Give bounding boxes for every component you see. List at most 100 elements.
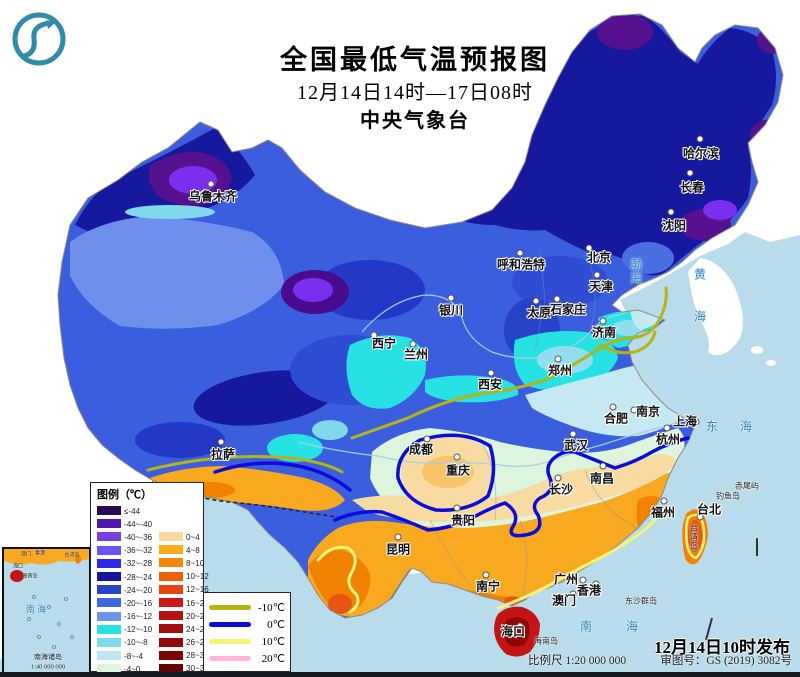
city-dot <box>609 403 617 411</box>
legend-range-label: -24~-20 <box>124 584 153 595</box>
city-dot <box>599 317 607 325</box>
city-label: 武汉 <box>563 438 589 453</box>
legend-row: -20~-16 <box>97 596 154 609</box>
city-dot <box>692 418 700 426</box>
city-dot <box>569 430 577 438</box>
city-label: 合肥 <box>603 411 629 426</box>
legend-row: -10~-8 <box>97 636 154 649</box>
city-dot <box>585 244 593 252</box>
city-dot <box>217 438 225 446</box>
island-label: 赤尾屿 <box>735 481 759 491</box>
city-dot <box>516 622 524 630</box>
legend-color-swatch <box>97 637 121 647</box>
island-label: 东沙群岛 <box>625 596 657 606</box>
isoline-sample <box>209 639 251 644</box>
china-border <box>57 13 784 619</box>
city-dot <box>630 406 638 414</box>
island-label: 钓鱼岛 <box>716 491 740 501</box>
legend-warm-column: 0~4 4~8 8~10 10~12 12~16 16~20 20~24 24~26 26~28… <box>158 530 210 675</box>
legend-color-swatch <box>97 664 121 674</box>
sea-name-label: 东海 <box>705 419 775 434</box>
inset-label: 海南岛 <box>22 574 38 580</box>
legend-color-swatch <box>158 624 183 634</box>
city-label: 台北 <box>696 502 722 517</box>
city-dot <box>554 474 562 482</box>
legend-range-label: 4~8 <box>185 545 200 555</box>
temperature-legend: 图例（℃） ≤-44 -44~-40 -40~-36 -36~-32 -32~-28 -2… <box>90 482 208 675</box>
legend-range-label: -4~0 <box>124 664 141 674</box>
legend-range-label: -32~-28 <box>124 558 153 569</box>
legend-range-label: 28~30 <box>185 650 209 661</box>
city-dot <box>423 435 431 443</box>
isoline-legend-row: 20℃ <box>209 650 285 667</box>
inset-label: 澳门 <box>20 552 32 558</box>
city-label: 郑州 <box>547 363 573 378</box>
city-dot <box>532 297 540 305</box>
legend-range-label: 10~12 <box>185 571 209 581</box>
legend-row: 26~28 <box>158 636 210 649</box>
legend-row: 20~24 <box>158 609 210 622</box>
city-dot <box>394 533 402 541</box>
agency-name: 中央气象台 <box>360 109 470 132</box>
legend-range-label: -12~-10 <box>124 624 153 635</box>
legend-row: 10~12 <box>158 570 210 583</box>
island <box>766 360 776 366</box>
city-label: 香港 <box>576 583 602 598</box>
city-dot <box>487 369 495 377</box>
city-dot <box>660 497 668 505</box>
city-label: 贵阳 <box>450 513 476 528</box>
legend-row: ≤-44 <box>97 504 154 517</box>
city-dot <box>579 576 587 584</box>
island <box>751 346 763 354</box>
city-label: 北京 <box>586 250 612 265</box>
legend-row: 16~20 <box>158 596 210 609</box>
isoline-label: 10℃ <box>261 636 285 648</box>
sea-name-label: 渤海 <box>628 258 643 286</box>
korea-landmass <box>688 258 743 356</box>
city-dot <box>592 580 600 588</box>
city-label: 银川 <box>438 303 464 318</box>
legend-range-label: ≤-44 <box>124 505 141 516</box>
city-dot <box>370 331 378 339</box>
city-label: 太原 <box>526 305 552 320</box>
city-dot <box>696 135 704 143</box>
legend-color-swatch <box>97 572 121 582</box>
legend-range-label: 16~20 <box>185 597 209 608</box>
legend-row: 0~4 <box>158 530 210 543</box>
legend-row: 28~30 <box>158 649 210 662</box>
isoline-sample <box>209 605 251 610</box>
legend-row: -8~-4 <box>97 649 154 662</box>
scale-text: 比例尺 1:20 000 000 <box>528 655 627 667</box>
legend-color-swatch <box>97 651 121 661</box>
island-label: 台湾岛 <box>689 523 699 551</box>
legend-color-swatch <box>158 558 183 568</box>
legend-color-swatch <box>97 585 121 595</box>
isotherm-lines <box>146 286 690 614</box>
legend-range-label: 0~4 <box>185 531 200 542</box>
isoline-legend: -10℃ 0℃ 10℃ 20℃ <box>203 592 291 672</box>
legend-color-swatch <box>158 532 183 542</box>
city-label: 哈尔滨 <box>682 146 720 161</box>
legend-cold-column: ≤-44 -44~-40 -40~-36 -36~-32 -32~-28 -28~-24 -… <box>97 504 154 675</box>
taiwan-core <box>688 520 702 552</box>
cma-dragon-logo <box>12 12 66 66</box>
legend-color-swatch <box>97 558 121 568</box>
city-dot <box>554 355 562 363</box>
city-label: 呼和浩特 <box>496 257 546 272</box>
sea-name-label: 黄海 <box>692 268 707 352</box>
city-dot <box>696 513 704 521</box>
city-dot <box>207 180 215 188</box>
legend-range-label: -44~-40 <box>124 519 153 529</box>
island-mark <box>705 617 713 641</box>
city-dot <box>409 340 417 348</box>
city-dot <box>516 249 524 257</box>
legend-row: 4~8 <box>158 543 210 556</box>
isoline-sample <box>209 622 251 627</box>
legend-row: -32~-28 <box>97 557 154 570</box>
city-label: 澳门 <box>551 593 577 608</box>
legend-color-swatch <box>97 624 121 634</box>
legend-color-swatch <box>158 571 183 581</box>
legend-color-swatch <box>158 598 183 608</box>
legend-row: -40~-36 <box>97 530 154 543</box>
